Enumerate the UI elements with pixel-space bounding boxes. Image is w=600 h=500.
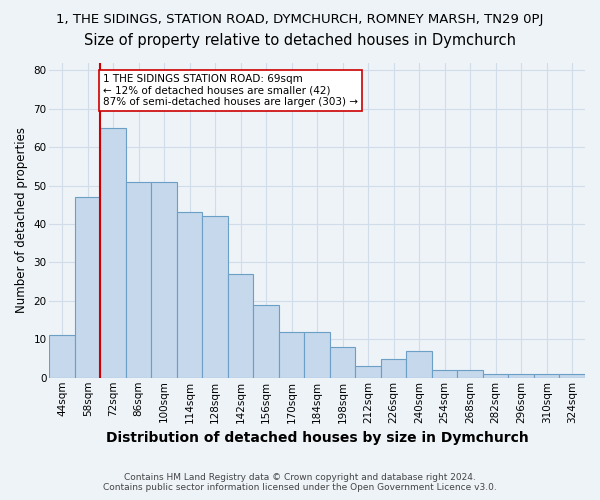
Bar — [202, 216, 228, 378]
Bar — [177, 212, 202, 378]
Bar — [100, 128, 126, 378]
Bar — [279, 332, 304, 378]
Bar — [330, 347, 355, 378]
Bar — [406, 351, 432, 378]
Bar — [381, 358, 406, 378]
Bar — [534, 374, 559, 378]
Bar — [457, 370, 483, 378]
Bar — [304, 332, 330, 378]
Bar — [75, 197, 100, 378]
Bar — [483, 374, 508, 378]
Bar — [253, 304, 279, 378]
Bar — [559, 374, 585, 378]
Bar — [126, 182, 151, 378]
Bar — [355, 366, 381, 378]
Bar — [151, 182, 177, 378]
X-axis label: Distribution of detached houses by size in Dymchurch: Distribution of detached houses by size … — [106, 431, 529, 445]
Bar — [49, 336, 75, 378]
Text: Size of property relative to detached houses in Dymchurch: Size of property relative to detached ho… — [84, 32, 516, 48]
Text: Contains HM Land Registry data © Crown copyright and database right 2024.
Contai: Contains HM Land Registry data © Crown c… — [103, 473, 497, 492]
Text: 1, THE SIDINGS, STATION ROAD, DYMCHURCH, ROMNEY MARSH, TN29 0PJ: 1, THE SIDINGS, STATION ROAD, DYMCHURCH,… — [56, 12, 544, 26]
Bar — [508, 374, 534, 378]
Bar — [432, 370, 457, 378]
Y-axis label: Number of detached properties: Number of detached properties — [15, 127, 28, 313]
Text: 1 THE SIDINGS STATION ROAD: 69sqm
← 12% of detached houses are smaller (42)
87% : 1 THE SIDINGS STATION ROAD: 69sqm ← 12% … — [103, 74, 358, 107]
Bar — [228, 274, 253, 378]
